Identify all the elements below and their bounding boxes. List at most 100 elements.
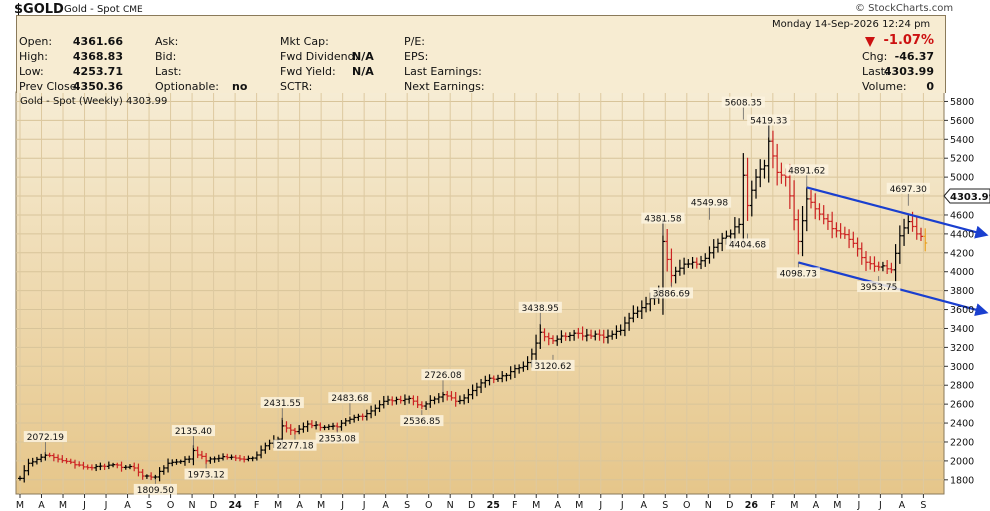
- ohlc-bar: [923, 228, 928, 252]
- ohlc-bar: [394, 396, 399, 405]
- annotation-label: 3886.69: [653, 289, 690, 299]
- price-annotation: 4891.62: [785, 164, 829, 188]
- x-tick-label: M: [833, 500, 841, 511]
- ohlc-bar: [542, 328, 547, 342]
- annotation-label: 3120.62: [534, 362, 571, 372]
- ohlc-bar: [356, 413, 361, 421]
- x-tick-label: N: [705, 500, 712, 511]
- ohlc-bar: [796, 209, 801, 255]
- annotation-label: 4381.58: [644, 215, 681, 225]
- ohlc-bar: [508, 366, 513, 380]
- annotation-label: 4891.62: [788, 166, 825, 176]
- sctr-label: SCTR:: [280, 80, 313, 93]
- ohlc-bar: [601, 329, 606, 344]
- price-annotation: 3120.62: [531, 354, 575, 372]
- x-tick-label: M: [575, 500, 583, 511]
- ohlc-bar: [538, 323, 543, 349]
- ohlc-bar: [432, 396, 437, 405]
- ohlc-bar: [864, 251, 868, 271]
- ohlc-bar: [242, 456, 247, 463]
- ohlc-bar: [639, 300, 644, 319]
- ohlc-bar: [221, 453, 226, 461]
- y-tick-label: 5400: [950, 135, 974, 146]
- ohlc-bar: [546, 332, 551, 346]
- ohlc-bar: [246, 455, 251, 462]
- price-annotation: 4404.68: [725, 233, 770, 250]
- ohlc-bar: [715, 238, 720, 253]
- ohlc-bar: [369, 405, 374, 419]
- ohlc-bar: [699, 255, 704, 270]
- chg-value: -46.37: [894, 50, 934, 63]
- last-label-right: Last:: [862, 65, 889, 78]
- ohlc-bar: [555, 335, 560, 346]
- fwd-dividend-label: Fwd Dividend:: [280, 50, 359, 63]
- ohlc-bar: [237, 454, 242, 462]
- ohlc-bar: [872, 256, 877, 272]
- x-tick-label: J: [362, 500, 366, 511]
- ohlc-bar: [407, 395, 412, 404]
- ohlc-bar: [77, 461, 82, 467]
- y-tick-label: 5800: [950, 97, 974, 108]
- ohlc-bar: [301, 422, 306, 433]
- timestamp: Monday 14-Sep-2026 12:24 pm: [772, 19, 931, 30]
- price-annotation: 5419.33: [747, 114, 791, 138]
- ohlc-bar: [711, 239, 716, 259]
- ohlc-bar: [229, 454, 234, 460]
- ohlc-bar: [830, 211, 835, 239]
- ohlc-bar: [470, 384, 475, 400]
- ohlc-bar: [309, 420, 314, 429]
- y-tick-label: 5600: [950, 116, 974, 127]
- x-tick-label: O: [425, 500, 432, 511]
- ohlc-bar: [30, 457, 35, 467]
- ohlc-bar: [72, 459, 77, 469]
- ohlc-bar: [614, 325, 619, 339]
- x-tick-label: O: [683, 500, 690, 511]
- ohlc-bar: [411, 395, 416, 406]
- ohlc-bar: [111, 462, 116, 468]
- ohlc-bar: [182, 456, 187, 466]
- y-tick-label: 4000: [950, 267, 974, 278]
- ohlc-bar: [267, 439, 272, 450]
- ohlc-bar: [174, 458, 179, 465]
- prev-close-label: Prev Close:: [19, 80, 81, 93]
- ohlc-bar: [665, 229, 670, 272]
- ohlc-bar: [758, 159, 763, 188]
- ohlc-bar: [584, 328, 589, 342]
- ohlc-bar: [123, 465, 128, 470]
- ohlc-bar: [106, 461, 111, 470]
- x-tick-label: S: [146, 500, 152, 511]
- ohlc-bar: [381, 395, 386, 409]
- ohlc-bar: [402, 394, 407, 406]
- ohlc-bar: [597, 329, 602, 341]
- ohlc-bar: [741, 153, 746, 244]
- ohlc-bar: [322, 425, 327, 431]
- y-tick-label: 4600: [950, 210, 974, 221]
- ohlc-bar: [89, 464, 94, 471]
- ohlc-bar: [157, 467, 162, 482]
- price-annotation: 4098.73: [776, 262, 820, 279]
- ohlc-bar: [880, 261, 885, 272]
- x-tick-label: M: [59, 500, 67, 511]
- ohlc-bar: [85, 464, 90, 470]
- ohlc-bar: [390, 396, 395, 406]
- annotation-label: 2431.55: [264, 399, 301, 409]
- ohlc-bar: [119, 461, 124, 472]
- ohlc-bar: [754, 169, 759, 199]
- open-value: 4361.66: [72, 35, 123, 48]
- gridlines: [16, 92, 944, 494]
- annotation-label: 3438.95: [522, 304, 559, 314]
- price-annotation: 4697.30: [886, 182, 930, 206]
- ohlc-bar: [343, 418, 348, 427]
- ohlc-bar: [178, 459, 183, 464]
- x-tick-label: F: [512, 500, 517, 511]
- ohlc-bar: [677, 259, 682, 276]
- ohlc-bar: [212, 456, 217, 463]
- ohlc-bar: [415, 395, 420, 408]
- annotation-label: 3953.75: [860, 283, 897, 293]
- ohlc-bar: [809, 190, 814, 209]
- ohlc-bar: [821, 205, 826, 225]
- price-annotation: 1809.50: [133, 478, 177, 496]
- x-tick-label: M: [16, 500, 24, 511]
- y-tick-label: 2600: [950, 400, 974, 411]
